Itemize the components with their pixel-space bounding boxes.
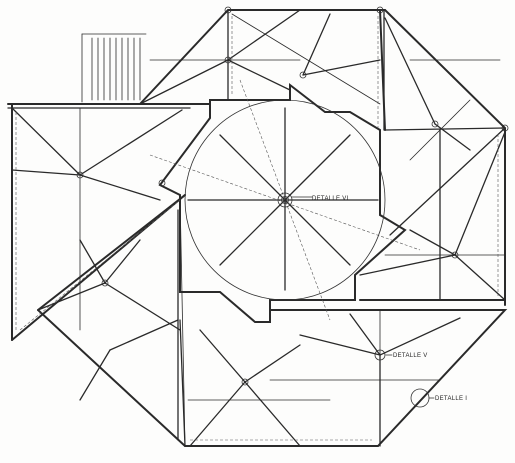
dashed-outlines — [15, 16, 499, 441]
stair-hatching — [81, 33, 147, 103]
label-detail-v: DETALLE V — [393, 353, 428, 359]
label-detail-vi: DETALLE VI — [312, 196, 349, 202]
label-detail-i: DETALLE I — [435, 396, 467, 402]
dome-circle — [184, 99, 386, 301]
roof-perimeter — [7, 9, 508, 447]
central-core — [149, 79, 421, 323]
